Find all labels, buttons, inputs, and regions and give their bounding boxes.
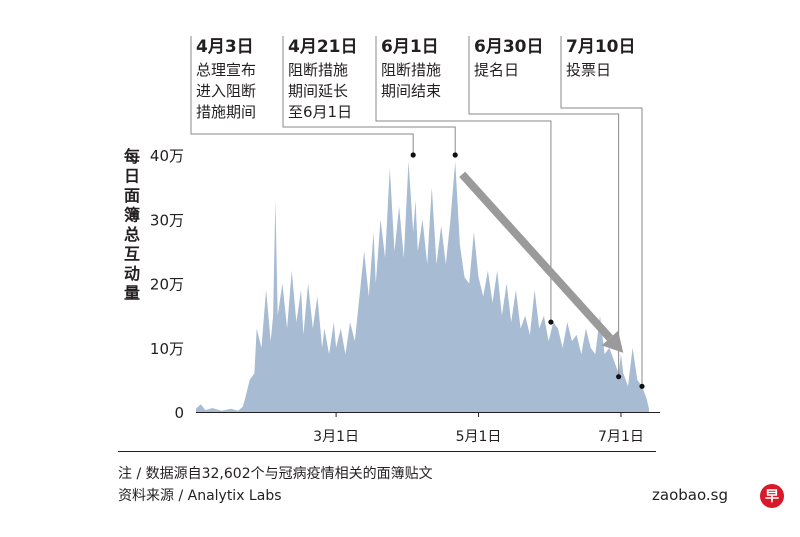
y-tick-label: 30万 bbox=[150, 211, 184, 229]
x-tick-label: 7月1日 bbox=[598, 429, 644, 445]
annotation-text: 期间延长 bbox=[288, 82, 348, 100]
y-tick-label: 20万 bbox=[150, 276, 184, 294]
annotation-leader-line bbox=[190, 36, 414, 155]
annotation-text: 至6月1日 bbox=[288, 103, 352, 121]
annotation-title: 6月30日 bbox=[474, 37, 544, 57]
annotation-title: 7月10日 bbox=[566, 37, 636, 57]
area-series-0 bbox=[196, 161, 649, 412]
x-tick-label: 5月1日 bbox=[456, 429, 502, 445]
annotation-text: 提名日 bbox=[474, 61, 519, 79]
annotation-text: 阻断措施 bbox=[381, 61, 441, 79]
annotation-dot bbox=[548, 319, 554, 325]
y-axis-label-char: 每 bbox=[124, 147, 140, 166]
y-tick-label: 10万 bbox=[150, 340, 184, 358]
annotation-text: 措施期间 bbox=[196, 103, 256, 121]
y-axis-label-char: 互 bbox=[124, 245, 140, 264]
annotation-title: 6月1日 bbox=[381, 37, 439, 57]
y-axis-label-char: 总 bbox=[124, 225, 140, 244]
annotation-title: 4月21日 bbox=[288, 37, 358, 57]
annotation-text: 投票日 bbox=[566, 61, 611, 79]
logo-text: 早 bbox=[765, 489, 779, 505]
annotation-leader-line bbox=[560, 36, 643, 387]
annotation-leader-line bbox=[468, 36, 620, 377]
y-axis-label-char: 动 bbox=[124, 264, 140, 283]
annotation-text: 进入阻断 bbox=[196, 82, 256, 100]
annotation-title: 4月3日 bbox=[196, 37, 254, 57]
annotation-dot bbox=[616, 374, 622, 380]
annotation-text: 期间结束 bbox=[381, 82, 441, 100]
y-axis-label-char: 量 bbox=[124, 284, 140, 303]
annotation-leader-line bbox=[375, 36, 552, 323]
annotation-text: 阻断措施 bbox=[288, 61, 348, 79]
y-axis-label-char: 面 bbox=[124, 186, 140, 205]
trend-arrow-head bbox=[601, 330, 624, 353]
brand-site[interactable]: zaobao.sg bbox=[652, 486, 728, 504]
annotation-dot bbox=[410, 152, 416, 158]
y-tick-label: 40万 bbox=[150, 147, 184, 165]
y-axis-label-char: 簿 bbox=[124, 206, 140, 225]
annotation-dot bbox=[639, 383, 645, 389]
footer-note: 注 / 数据源自32,602个与冠病疫情相关的面簿贴文 bbox=[118, 466, 433, 482]
y-tick-label: 0 bbox=[174, 404, 184, 422]
annotation-dot bbox=[452, 152, 458, 158]
x-tick-label: 3月1日 bbox=[313, 429, 359, 445]
annotation-text: 总理宣布 bbox=[196, 61, 256, 79]
y-axis-label-char: 日 bbox=[124, 167, 140, 186]
trend-arrow-shaft bbox=[459, 171, 613, 341]
footer-source: 资料来源 / Analytix Labs bbox=[118, 488, 282, 504]
annotation-leader-line bbox=[282, 36, 456, 155]
zaobao-logo-icon: 早 bbox=[760, 484, 784, 508]
